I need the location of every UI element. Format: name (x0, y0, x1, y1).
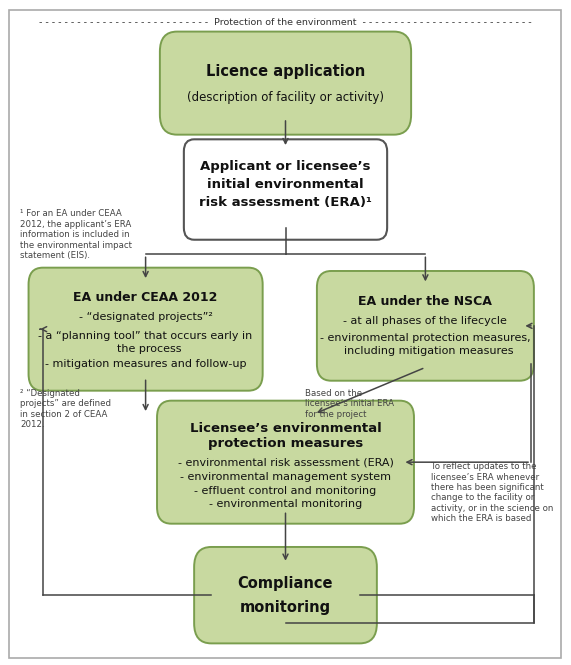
Text: monitoring: monitoring (240, 600, 331, 614)
Text: Licensee’s environmental: Licensee’s environmental (190, 422, 381, 436)
Text: protection measures: protection measures (208, 437, 363, 450)
Text: ² “Designated
projects” are defined
in section 2 of CEAA
2012.: ² “Designated projects” are defined in s… (20, 389, 111, 429)
Text: - “designated projects”²: - “designated projects”² (79, 312, 212, 323)
FancyBboxPatch shape (29, 268, 263, 390)
Text: - at all phases of the lifecycle: - at all phases of the lifecycle (344, 315, 507, 326)
Text: - mitigation measures and follow-up: - mitigation measures and follow-up (45, 358, 246, 369)
Text: To reflect updates to the
licensee’s ERA whenever
there has been significant
cha: To reflect updates to the licensee’s ERA… (431, 462, 553, 523)
FancyBboxPatch shape (194, 547, 377, 644)
Text: Licence application: Licence application (206, 64, 365, 78)
Text: Based on the
licensee’s initial ERA
for the project: Based on the licensee’s initial ERA for … (305, 389, 395, 419)
FancyBboxPatch shape (157, 400, 414, 524)
Text: EA under the NSCA: EA under the NSCA (359, 295, 492, 309)
Text: - environmental protection measures,: - environmental protection measures, (320, 332, 530, 343)
Text: - - - - - - - - - - - - - - - - - - - - - - - - - - -  Protection of the environ: - - - - - - - - - - - - - - - - - - - - … (39, 18, 532, 27)
FancyBboxPatch shape (317, 271, 534, 380)
Text: EA under CEAA 2012: EA under CEAA 2012 (74, 291, 218, 304)
Text: Applicant or licensee’s: Applicant or licensee’s (200, 160, 371, 173)
FancyBboxPatch shape (160, 31, 411, 134)
Text: risk assessment (ERA)¹: risk assessment (ERA)¹ (199, 196, 372, 209)
Text: - a “planning tool” that occurs early in: - a “planning tool” that occurs early in (38, 331, 253, 341)
Text: ¹ For an EA under CEAA
2012, the applicant’s ERA
information is included in
the : ¹ For an EA under CEAA 2012, the applica… (20, 209, 132, 260)
Text: - environmental risk assessment (ERA): - environmental risk assessment (ERA) (178, 457, 393, 467)
FancyBboxPatch shape (9, 10, 561, 658)
Text: Compliance: Compliance (238, 576, 333, 591)
Text: the process: the process (110, 344, 182, 354)
Text: including mitigation measures: including mitigation measures (337, 346, 514, 356)
Text: - environmental monitoring: - environmental monitoring (209, 499, 362, 509)
Text: - effluent control and monitoring: - effluent control and monitoring (194, 485, 377, 496)
FancyBboxPatch shape (184, 139, 387, 239)
Text: - environmental management system: - environmental management system (180, 471, 391, 482)
Text: initial environmental: initial environmental (207, 178, 364, 191)
Text: (description of facility or activity): (description of facility or activity) (187, 91, 384, 104)
